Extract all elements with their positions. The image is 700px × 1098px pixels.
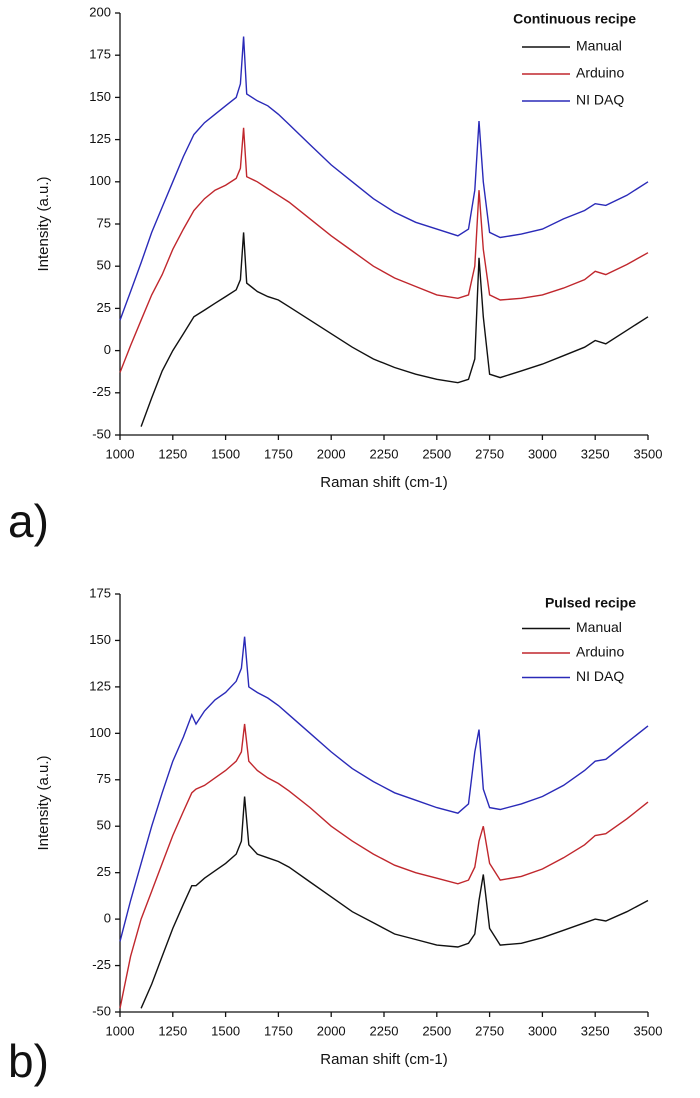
spectrum-line — [119, 723, 649, 1009]
x-tick-label: 3500 — [634, 446, 663, 461]
y-tick-label: 75 — [97, 771, 111, 786]
y-tick-label: 50 — [97, 258, 111, 273]
y-tick-label: 150 — [89, 89, 111, 104]
spectrum-line — [119, 127, 649, 373]
y-tick-label: 125 — [89, 131, 111, 146]
x-tick-label: 1750 — [264, 1023, 293, 1038]
y-tick-label: 0 — [104, 911, 111, 926]
x-tick-label: 2250 — [370, 1023, 399, 1038]
y-tick-label: 200 — [89, 4, 111, 19]
x-tick-label: 1250 — [158, 446, 187, 461]
y-tick-label: 25 — [97, 864, 111, 879]
x-tick-label: 2000 — [317, 446, 346, 461]
x-tick-label: 1250 — [158, 1023, 187, 1038]
y-tick-label: -25 — [92, 384, 111, 399]
spectrum-line — [119, 36, 649, 321]
panel-label: b) — [8, 1035, 49, 1087]
y-tick-label: 75 — [97, 215, 111, 230]
y-tick-label: 0 — [104, 342, 111, 357]
x-tick-label: 1000 — [106, 446, 135, 461]
x-tick-label: 2000 — [317, 1023, 346, 1038]
x-tick-label: 1000 — [106, 1023, 135, 1038]
y-tick-label: -50 — [92, 1003, 111, 1018]
legend-label: Arduino — [576, 644, 624, 660]
y-axis-label: Intensity (a.u.) — [35, 755, 52, 850]
y-tick-label: 175 — [89, 585, 111, 600]
x-axis-label: Raman shift (cm-1) — [320, 474, 448, 491]
x-tick-label: 3500 — [634, 1023, 663, 1038]
x-tick-label: 3250 — [581, 446, 610, 461]
y-tick-label: 100 — [89, 173, 111, 188]
x-tick-label: 3250 — [581, 1023, 610, 1038]
x-tick-label: 2500 — [422, 1023, 451, 1038]
x-axis-label: Raman shift (cm-1) — [320, 1051, 448, 1068]
spectrum-line — [140, 796, 649, 1009]
legend-label: Manual — [576, 619, 622, 635]
spectrum-line — [119, 636, 649, 942]
x-tick-label: 1750 — [264, 446, 293, 461]
y-axis-label: Intensity (a.u.) — [35, 176, 52, 271]
legend-label: Arduino — [576, 65, 624, 81]
legend-label: NI DAQ — [576, 668, 624, 684]
y-tick-label: 150 — [89, 632, 111, 647]
x-tick-label: 1500 — [211, 446, 240, 461]
legend-title: Pulsed recipe — [545, 595, 636, 611]
y-tick-label: 100 — [89, 725, 111, 740]
panel-label: a) — [8, 495, 49, 547]
y-tick-label: -50 — [92, 426, 111, 441]
x-tick-label: 3000 — [528, 446, 557, 461]
y-tick-label: 175 — [89, 47, 111, 62]
y-tick-label: 50 — [97, 818, 111, 833]
legend-label: NI DAQ — [576, 92, 624, 108]
y-tick-label: 125 — [89, 678, 111, 693]
x-tick-label: 1500 — [211, 1023, 240, 1038]
x-tick-label: 3000 — [528, 1023, 557, 1038]
x-tick-label: 2750 — [475, 1023, 504, 1038]
x-tick-label: 2500 — [422, 446, 451, 461]
x-tick-label: 2750 — [475, 446, 504, 461]
y-tick-label: -25 — [92, 957, 111, 972]
legend-title: Continuous recipe — [513, 11, 636, 27]
x-tick-label: 2250 — [370, 446, 399, 461]
legend-label: Manual — [576, 38, 622, 54]
spectrum-line — [140, 232, 649, 427]
y-tick-label: 25 — [97, 300, 111, 315]
